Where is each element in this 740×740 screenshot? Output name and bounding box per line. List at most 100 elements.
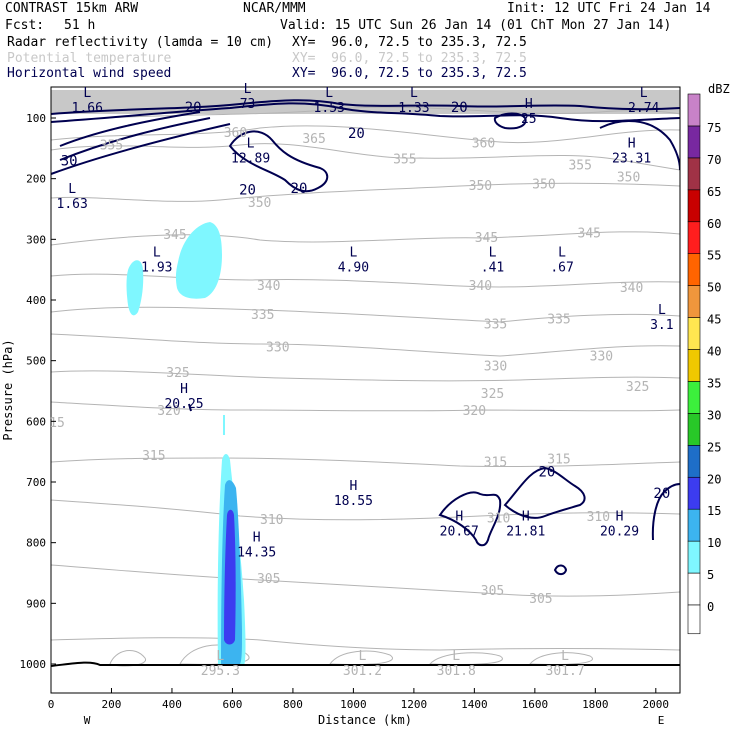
x-tick-label: 1400 — [461, 698, 488, 711]
theta-contour-label: 310 — [260, 513, 283, 528]
extremum-value: 18.55 — [334, 494, 373, 509]
extremum-kind: L — [153, 246, 161, 261]
legend-swatch — [688, 381, 700, 413]
legend-level-label: 35 — [707, 376, 721, 390]
theta-contour-label: 365 — [302, 132, 325, 147]
theta-contour-label: 360 — [224, 126, 247, 141]
extremum-kind: L — [558, 246, 566, 261]
theta-contour-360 — [51, 126, 680, 143]
x-tick-label: 800 — [283, 698, 303, 711]
east-label: E — [658, 714, 665, 727]
legend-level-label: 65 — [707, 185, 721, 199]
legend-swatch — [688, 509, 700, 541]
extremum-value: 1.63 — [57, 197, 88, 212]
legend-level-label: 5 — [707, 568, 714, 582]
extremum-kind: L — [83, 86, 91, 101]
legend-swatch — [688, 318, 700, 350]
y-tick-label: 500 — [26, 355, 46, 368]
theta-contour-label: 15 — [49, 416, 65, 431]
extremum-value: 23.31 — [612, 151, 651, 166]
theta-contour-340 — [51, 274, 680, 287]
extremum-kind: L — [216, 649, 224, 664]
wind-contour-label: 20 — [348, 126, 365, 142]
wind-contour-label: 20 — [539, 465, 556, 481]
theta-contour-label: 330 — [590, 349, 613, 364]
extremum-kind: L — [244, 82, 252, 97]
wind-contour-label: 20 — [239, 183, 256, 199]
legend-level-label: 55 — [707, 249, 721, 263]
extremum-kind: H — [616, 509, 624, 524]
wind-contour-low-4 — [555, 565, 566, 574]
theta-contour-label: 315 — [484, 456, 507, 471]
extremum-value: .41 — [481, 261, 504, 276]
extremum-value: 3.1 — [650, 318, 673, 333]
extremum-kind: L — [561, 649, 569, 664]
theta-contour-305 — [51, 565, 680, 596]
legend-level-label: 45 — [707, 313, 721, 327]
x-tick-label: 1800 — [582, 698, 609, 711]
theta-contour-label: 340 — [469, 279, 492, 294]
legend-level-label: 10 — [707, 536, 721, 550]
theta-contour-325 — [51, 371, 680, 381]
theta-contour-label: 335 — [484, 317, 507, 332]
theta-contour-label: 325 — [166, 366, 189, 381]
legend-unit: dBZ — [708, 82, 730, 96]
legend-level-label: 70 — [707, 153, 721, 167]
y-tick-label: 700 — [26, 476, 46, 489]
extremum-kind: H — [349, 479, 357, 494]
theta-contour-label: 345 — [578, 226, 601, 241]
legend-swatch — [688, 350, 700, 382]
wind-contour-label: 30 — [61, 153, 78, 169]
legend-swatch — [688, 445, 700, 477]
theta-contour-label: 330 — [266, 340, 289, 355]
theta-contour-label: 350 — [469, 179, 492, 194]
extremum-value: 21.81 — [506, 524, 545, 539]
theta-contour-closed-4 — [430, 653, 502, 665]
legend-swatch — [688, 222, 700, 254]
extremum-kind: L — [452, 649, 460, 664]
wind-contour-label: 20 — [185, 100, 202, 116]
theta-contour-label: 305 — [529, 592, 552, 607]
legend-swatch — [688, 158, 700, 190]
legend-level-label: 50 — [707, 281, 721, 295]
theta-contour-label: 305 — [257, 572, 280, 587]
legend-level-label: 25 — [707, 440, 721, 454]
extremum-value: 20.25 — [164, 397, 203, 412]
legend-level-label: 75 — [707, 121, 721, 135]
legend-level-label: 0 — [707, 600, 714, 614]
x-tick-label: 600 — [223, 698, 243, 711]
theta-contour-label: 335 — [547, 312, 570, 327]
theta-contour-label: 360 — [472, 136, 495, 151]
plot-frame — [51, 87, 680, 693]
extremum-value: 301.2 — [343, 664, 382, 679]
x-tick-label: 0 — [48, 698, 55, 711]
theta-contour-label: 355 — [568, 158, 591, 173]
wind-contour-label: 20 — [291, 181, 308, 197]
y-tick-label: 800 — [26, 537, 46, 550]
x-axis-label: Distance (km) — [318, 713, 412, 727]
y-tick-label: 400 — [26, 294, 46, 307]
y-tick-label: 900 — [26, 597, 46, 610]
legend-swatch — [688, 605, 700, 634]
extremum-value: 1.33 — [398, 101, 429, 116]
x-tick-label: 200 — [102, 698, 122, 711]
theta-contour-label: 310 — [587, 510, 610, 525]
legend-swatch — [688, 190, 700, 222]
theta-contour-label: 350 — [617, 170, 640, 185]
extremum-value: 20.29 — [600, 524, 639, 539]
extremum-value: 1.53 — [314, 101, 345, 116]
wind-contour-label: 20 — [451, 100, 468, 116]
extremum-value: 20.67 — [440, 524, 479, 539]
y-axis-label: Pressure (hPa) — [1, 339, 15, 440]
y-tick-label: 200 — [26, 173, 46, 186]
theta-contour-label: 350 — [532, 178, 555, 193]
cross-section-chart: 365360360355355 355350 350 350350345 345 3453… — [0, 0, 740, 740]
theta-contour-label: 335 — [251, 308, 274, 323]
extremum-value: 301.8 — [437, 664, 476, 679]
extremum-value: 295.3 — [201, 664, 240, 679]
y-tick-label: 1000 — [20, 658, 47, 671]
x-tick-label: 1200 — [401, 698, 428, 711]
theta-contour-label: 345 — [475, 231, 498, 246]
extremum-kind: H — [253, 531, 261, 546]
theta-contour-label: 305 — [481, 584, 504, 599]
